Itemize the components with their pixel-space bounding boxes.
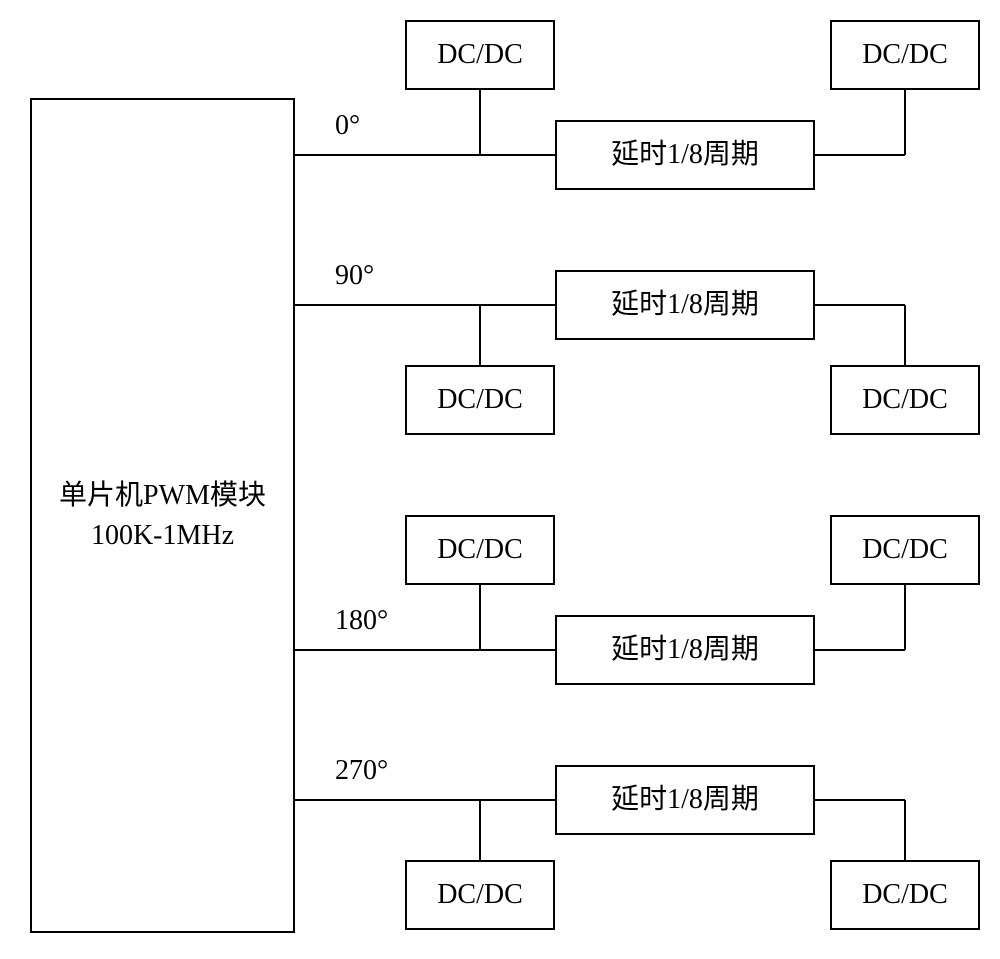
mcu-pwm-freq: 100K-1MHz <box>91 516 234 555</box>
phase-angle-label-1: 90° <box>335 260 374 292</box>
dc-dc-box-5: DC/DC <box>830 515 980 585</box>
dc-dc-box-4: DC/DC <box>405 515 555 585</box>
delay-box-0: 延时1/8周期 <box>555 120 815 190</box>
phase-angle-label-0: 0° <box>335 110 360 142</box>
delay-box-1: 延时1/8周期 <box>555 270 815 340</box>
mcu-pwm-module: 单片机PWM模块 100K-1MHz <box>30 98 295 933</box>
dc-dc-box-6: DC/DC <box>405 860 555 930</box>
phase-angle-label-2: 180° <box>335 605 388 637</box>
dc-dc-box-0: DC/DC <box>405 20 555 90</box>
delay-box-3: 延时1/8周期 <box>555 765 815 835</box>
delay-box-2: 延时1/8周期 <box>555 615 815 685</box>
pwm-block-diagram: 单片机PWM模块 100K-1MHz DC/DC DC/DC DC/DC DC/DC D… <box>0 0 1000 959</box>
dc-dc-box-7: DC/DC <box>830 860 980 930</box>
phase-angle-label-3: 270° <box>335 755 388 787</box>
dc-dc-box-2: DC/DC <box>405 365 555 435</box>
mcu-pwm-title: 单片机PWM模块 <box>59 476 266 515</box>
dc-dc-box-3: DC/DC <box>830 365 980 435</box>
dc-dc-box-1: DC/DC <box>830 20 980 90</box>
